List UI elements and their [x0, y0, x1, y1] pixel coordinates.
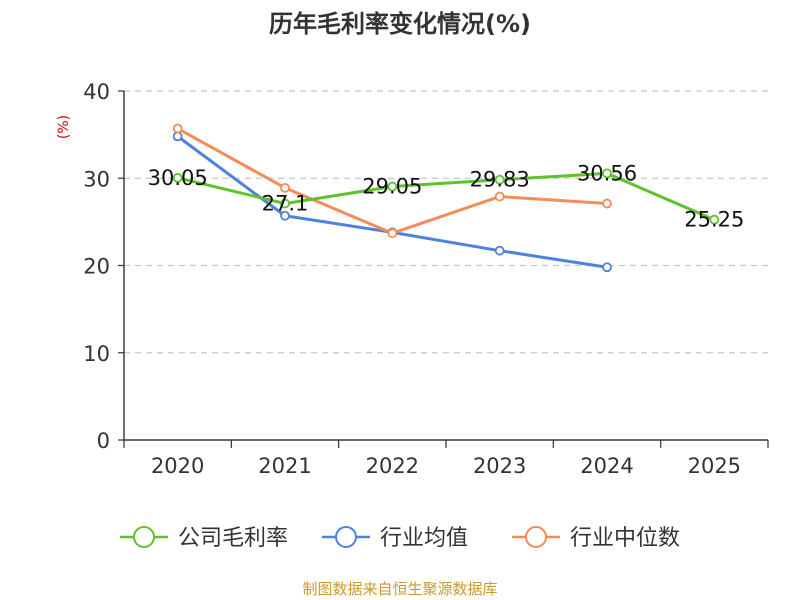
source-note: 制图数据来自恒生聚源数据库: [302, 580, 497, 598]
data-point[interactable]: [602, 198, 612, 209]
x-tick-label: 2023: [473, 454, 526, 478]
legend-marker-icon: [133, 526, 155, 548]
data-point[interactable]: [280, 210, 290, 221]
data-point[interactable]: [172, 172, 183, 183]
data-point[interactable]: [602, 262, 612, 273]
legend[interactable]: 公司毛利率 行业均值 行业中位数: [120, 526, 680, 551]
legend-label: 行业中位数: [570, 526, 680, 551]
legend-item[interactable]: 公司毛利率: [120, 526, 288, 551]
series-line: [176, 135, 608, 269]
legend-label: 行业均值: [380, 526, 468, 551]
data-label: 25.25: [684, 208, 744, 232]
data-label: 30.56: [577, 161, 637, 185]
y-axis-label: (%): [56, 115, 72, 139]
legend-label: 公司毛利率: [178, 526, 288, 551]
data-point[interactable]: [387, 181, 398, 192]
y-tick-label: 30: [83, 167, 110, 191]
data-point[interactable]: [494, 245, 505, 256]
data-point[interactable]: [280, 182, 290, 193]
data-point[interactable]: [602, 168, 612, 179]
gridlines: [124, 90, 768, 354]
legend-marker-icon: [525, 526, 547, 548]
data-point[interactable]: [709, 214, 720, 225]
legend-item[interactable]: 行业均值: [322, 526, 468, 551]
x-tick-label: 2020: [151, 454, 204, 478]
data-point[interactable]: [280, 198, 290, 209]
x-tick-label: 2021: [258, 454, 311, 478]
series-line: [177, 171, 715, 222]
legend-marker-icon: [335, 526, 357, 548]
data-point[interactable]: [172, 123, 183, 134]
chart-title: 历年毛利率变化情况(%): [269, 10, 531, 38]
data-label: 29.83: [470, 168, 530, 192]
data-label: 30.05: [148, 166, 208, 190]
data-label: 27.1: [262, 192, 309, 216]
x-tick-label: 2025: [688, 454, 741, 478]
axes: 0 10 20 30 40 2020 2021 2022 2023 2024 2025: [83, 80, 769, 478]
data-point[interactable]: [387, 228, 398, 239]
series-lines: [172, 123, 720, 273]
legend-item[interactable]: 行业中位数: [512, 526, 680, 551]
y-tick-label: 10: [83, 342, 110, 366]
data-point[interactable]: [172, 131, 183, 142]
y-tick-label: 0: [97, 429, 110, 453]
data-point[interactable]: [494, 191, 505, 202]
y-tick-label: 40: [83, 80, 110, 104]
data-labels: 30.05 27.1 29.05 29.83 30.56 25.25: [148, 161, 745, 231]
x-tick-label: 2022: [366, 454, 419, 478]
data-point[interactable]: [494, 174, 505, 185]
x-tick-label: 2024: [580, 454, 633, 478]
y-tick-label: 20: [83, 255, 110, 279]
data-label: 29.05: [362, 175, 422, 199]
